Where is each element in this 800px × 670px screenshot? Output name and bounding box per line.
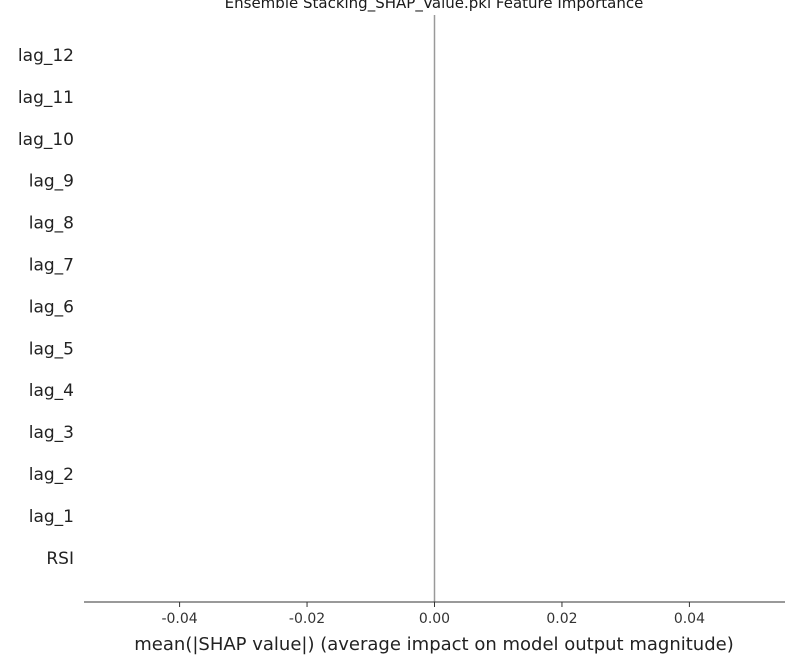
y-tick-label: lag_12 — [18, 46, 74, 66]
y-tick-label: lag_10 — [18, 130, 74, 150]
y-tick-label: lag_6 — [29, 297, 74, 317]
x-tick-label: -0.02 — [289, 611, 325, 627]
y-tick-label: lag_8 — [29, 214, 74, 234]
y-tick-label: lag_5 — [29, 339, 74, 359]
y-tick-label: lag_2 — [29, 465, 74, 485]
y-tick-label: lag_11 — [18, 88, 74, 108]
y-tick-label: lag_7 — [29, 256, 74, 276]
y-tick-label: lag_4 — [29, 381, 74, 401]
x-tick-label: 0.02 — [546, 611, 577, 627]
y-axis-labels: lag_12 lag_11 lag_10 lag_9 lag_8 lag_7 lag_6la… — [18, 46, 74, 569]
x-tick-label: 0.04 — [674, 611, 705, 627]
x-tick-label: -0.04 — [161, 611, 197, 627]
x-tick-label: 0.00 — [419, 611, 450, 627]
chart-title: Ensemble Stacking_SHAP_Value.pkl Feature… — [225, 0, 644, 13]
y-tick-label: RSI — [46, 549, 74, 569]
y-tick-label: lag_1 — [29, 507, 74, 527]
y-tick-label: lag_3 — [29, 423, 74, 443]
x-axis-ticks: -0.04 -0.02 0.00 0.02 0.04 — [161, 602, 705, 627]
x-axis-label: mean(|SHAP value|) (average impact on mo… — [134, 634, 733, 655]
y-tick-label: lag_9 — [29, 172, 74, 192]
